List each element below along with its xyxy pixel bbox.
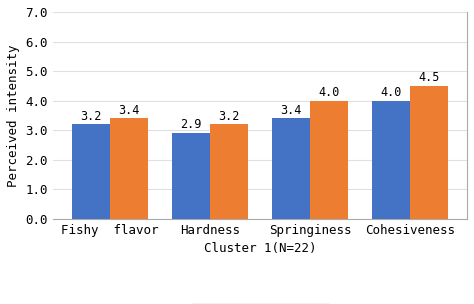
Bar	[210, 124, 248, 219]
Text: 4.0: 4.0	[319, 86, 340, 99]
Text: 4.0: 4.0	[381, 86, 402, 99]
Text: 3.4: 3.4	[118, 104, 139, 117]
Bar	[172, 133, 210, 219]
Bar	[72, 124, 110, 219]
Bar	[410, 86, 448, 219]
Text: 2.9: 2.9	[180, 118, 201, 131]
Bar	[110, 118, 148, 219]
Bar	[272, 118, 310, 219]
Bar	[310, 101, 348, 219]
Text: 4.5: 4.5	[419, 71, 440, 84]
Text: 3.2: 3.2	[218, 109, 239, 123]
X-axis label: Cluster 1(N=22): Cluster 1(N=22)	[204, 242, 316, 255]
Bar	[372, 101, 410, 219]
Y-axis label: Perceived intensity: Perceived intensity	[7, 44, 20, 187]
Text: 3.4: 3.4	[280, 104, 301, 117]
Text: 3.2: 3.2	[80, 109, 101, 123]
